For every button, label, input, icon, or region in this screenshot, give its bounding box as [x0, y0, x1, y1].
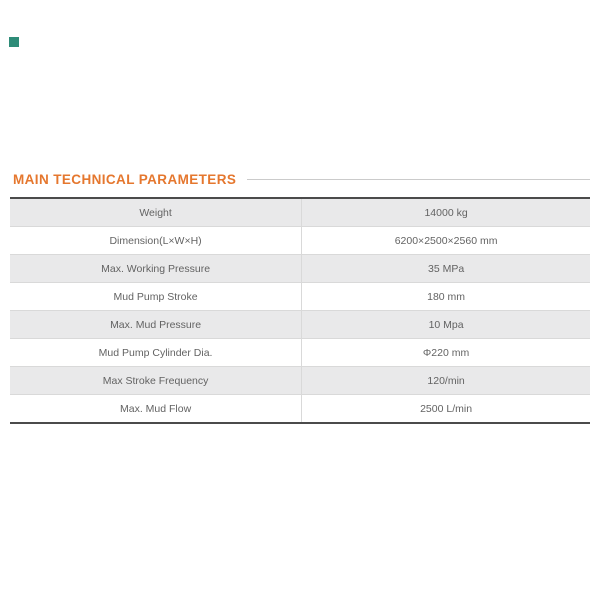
brand-mark-square [9, 37, 19, 47]
table-row: Max. Working Pressure 35 MPa [10, 254, 590, 282]
parameter-value-cell: 120/min [427, 374, 465, 387]
parameter-value-cell: 35 MPa [427, 262, 465, 275]
parameter-name-cell: Max Stroke Frequency [10, 367, 303, 394]
section-header: MAIN TECHNICAL PARAMETERS [13, 170, 590, 188]
parameter-value-cell: Φ220 mm [422, 346, 470, 359]
header-rule-line [247, 178, 590, 180]
parameter-name-cell: Mud Pump Stroke [10, 283, 303, 310]
spec-table: Weight 14000 kg Dimension(L×W×H) 6200×25… [10, 197, 590, 424]
table-row: Max. Mud Flow 2500 L/min [10, 394, 590, 422]
table-row: Weight 14000 kg [10, 199, 590, 226]
table-row: Max Stroke Frequency 120/min [10, 366, 590, 394]
table-row: Dimension(L×W×H) 6200×2500×2560 mm [10, 226, 590, 254]
section-title: MAIN TECHNICAL PARAMETERS [13, 171, 237, 187]
parameter-name-cell: Max. Mud Pressure [10, 311, 303, 338]
parameter-name-cell: Weight [10, 199, 303, 226]
table-row: Mud Pump Cylinder Dia. Φ220 mm [10, 338, 590, 366]
table-row: Max. Mud Pressure 10 Mpa [10, 310, 590, 338]
parameter-value-cell: 6200×2500×2560 mm [394, 234, 498, 247]
parameter-value-cell: 2500 L/min [420, 402, 473, 415]
parameter-name-cell: Dimension(L×W×H) [10, 227, 303, 254]
parameter-value-cell: 14000 kg [424, 206, 468, 219]
parameter-name-cell: Max. Mud Flow [10, 395, 303, 422]
table-row: Mud Pump Stroke 180 mm [10, 282, 590, 310]
parameter-name-cell: Mud Pump Cylinder Dia. [10, 339, 303, 366]
parameter-value-cell: 180 mm [427, 290, 466, 303]
parameter-value-cell: 10 Mpa [428, 318, 464, 331]
parameter-name-cell: Max. Working Pressure [10, 255, 303, 282]
